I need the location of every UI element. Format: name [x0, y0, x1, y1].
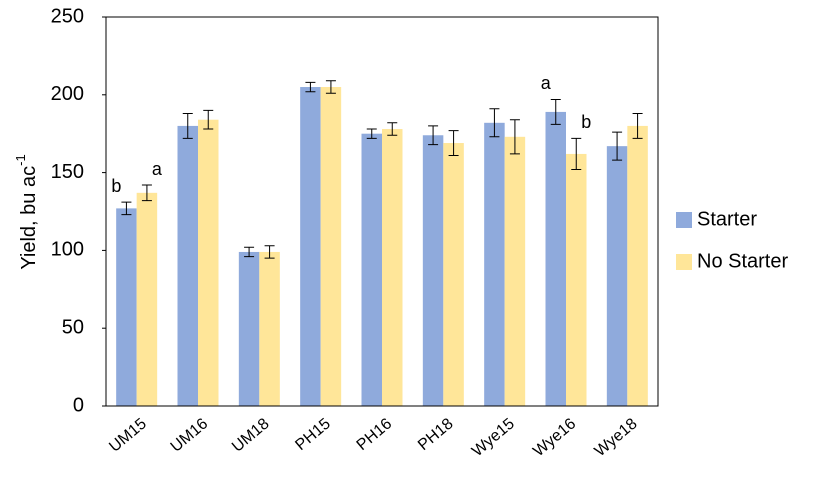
error-bar: [428, 125, 439, 146]
y-tick-label: 250: [51, 5, 84, 27]
x-tick-label: PH18: [415, 415, 457, 454]
bar: [382, 129, 403, 407]
legend-label: No Starter: [697, 250, 788, 272]
error-bar: [203, 109, 214, 130]
x-tick-label: Wye18: [592, 415, 641, 460]
bar: [116, 208, 137, 406]
bar: [443, 143, 464, 406]
error-bar: [632, 112, 643, 139]
legend-label: Starter: [697, 208, 757, 230]
error-bar: [366, 128, 377, 139]
bar: [422, 135, 444, 407]
bar: [606, 146, 628, 406]
bar: [566, 153, 587, 406]
bar: [545, 111, 566, 406]
bar: [504, 136, 526, 406]
significance-letter: a: [152, 159, 163, 179]
bar: [484, 122, 505, 407]
x-tick-label: PH16: [354, 415, 396, 454]
legend-swatch: [676, 254, 692, 270]
significance-letter: b: [581, 112, 591, 132]
x-tick-label: Wye15: [469, 415, 518, 460]
error-bar: [448, 130, 459, 156]
y-tick-label: 100: [51, 239, 84, 261]
y-tick-label: 200: [51, 83, 84, 105]
plot-frame: [105, 16, 659, 407]
bar: [320, 87, 342, 407]
error-bar: [264, 245, 275, 259]
error-bar: [244, 246, 255, 258]
error-bar: [182, 112, 193, 139]
bar: [198, 119, 219, 407]
bar: [177, 125, 198, 407]
bar: [627, 125, 648, 407]
error-bar: [612, 131, 623, 161]
y-axis-label: Yield, bu ac-1: [13, 154, 40, 269]
error-bar: [387, 122, 398, 136]
x-tick-label: UM16: [168, 415, 212, 456]
error-bar: [141, 184, 152, 202]
bar: [259, 251, 280, 406]
error-bar: [305, 81, 316, 93]
x-tick-label: Wye16: [530, 415, 579, 460]
y-tick-label: 150: [51, 161, 84, 183]
bar: [300, 87, 321, 407]
error-bar: [489, 108, 500, 138]
x-tick-label: UM15: [106, 415, 150, 456]
bar: [136, 192, 158, 406]
legend-swatch: [676, 212, 692, 228]
bar: [361, 133, 382, 406]
x-tick-label: PH15: [292, 415, 334, 454]
significance-letter: b: [111, 176, 121, 196]
significance-letter: a: [541, 73, 552, 93]
error-bar: [325, 80, 336, 94]
x-tick-label: UM18: [229, 415, 273, 456]
y-tick-label: 50: [62, 316, 84, 338]
y-tick-label: 0: [73, 394, 84, 416]
y-axis-label-superscript: -1: [13, 154, 28, 166]
bar: [238, 251, 260, 406]
error-bar: [550, 98, 561, 125]
error-bar: [121, 201, 132, 216]
error-bar: [571, 137, 582, 170]
y-axis-label-text: Yield, bu ac: [18, 166, 40, 270]
error-bar: [509, 119, 520, 155]
